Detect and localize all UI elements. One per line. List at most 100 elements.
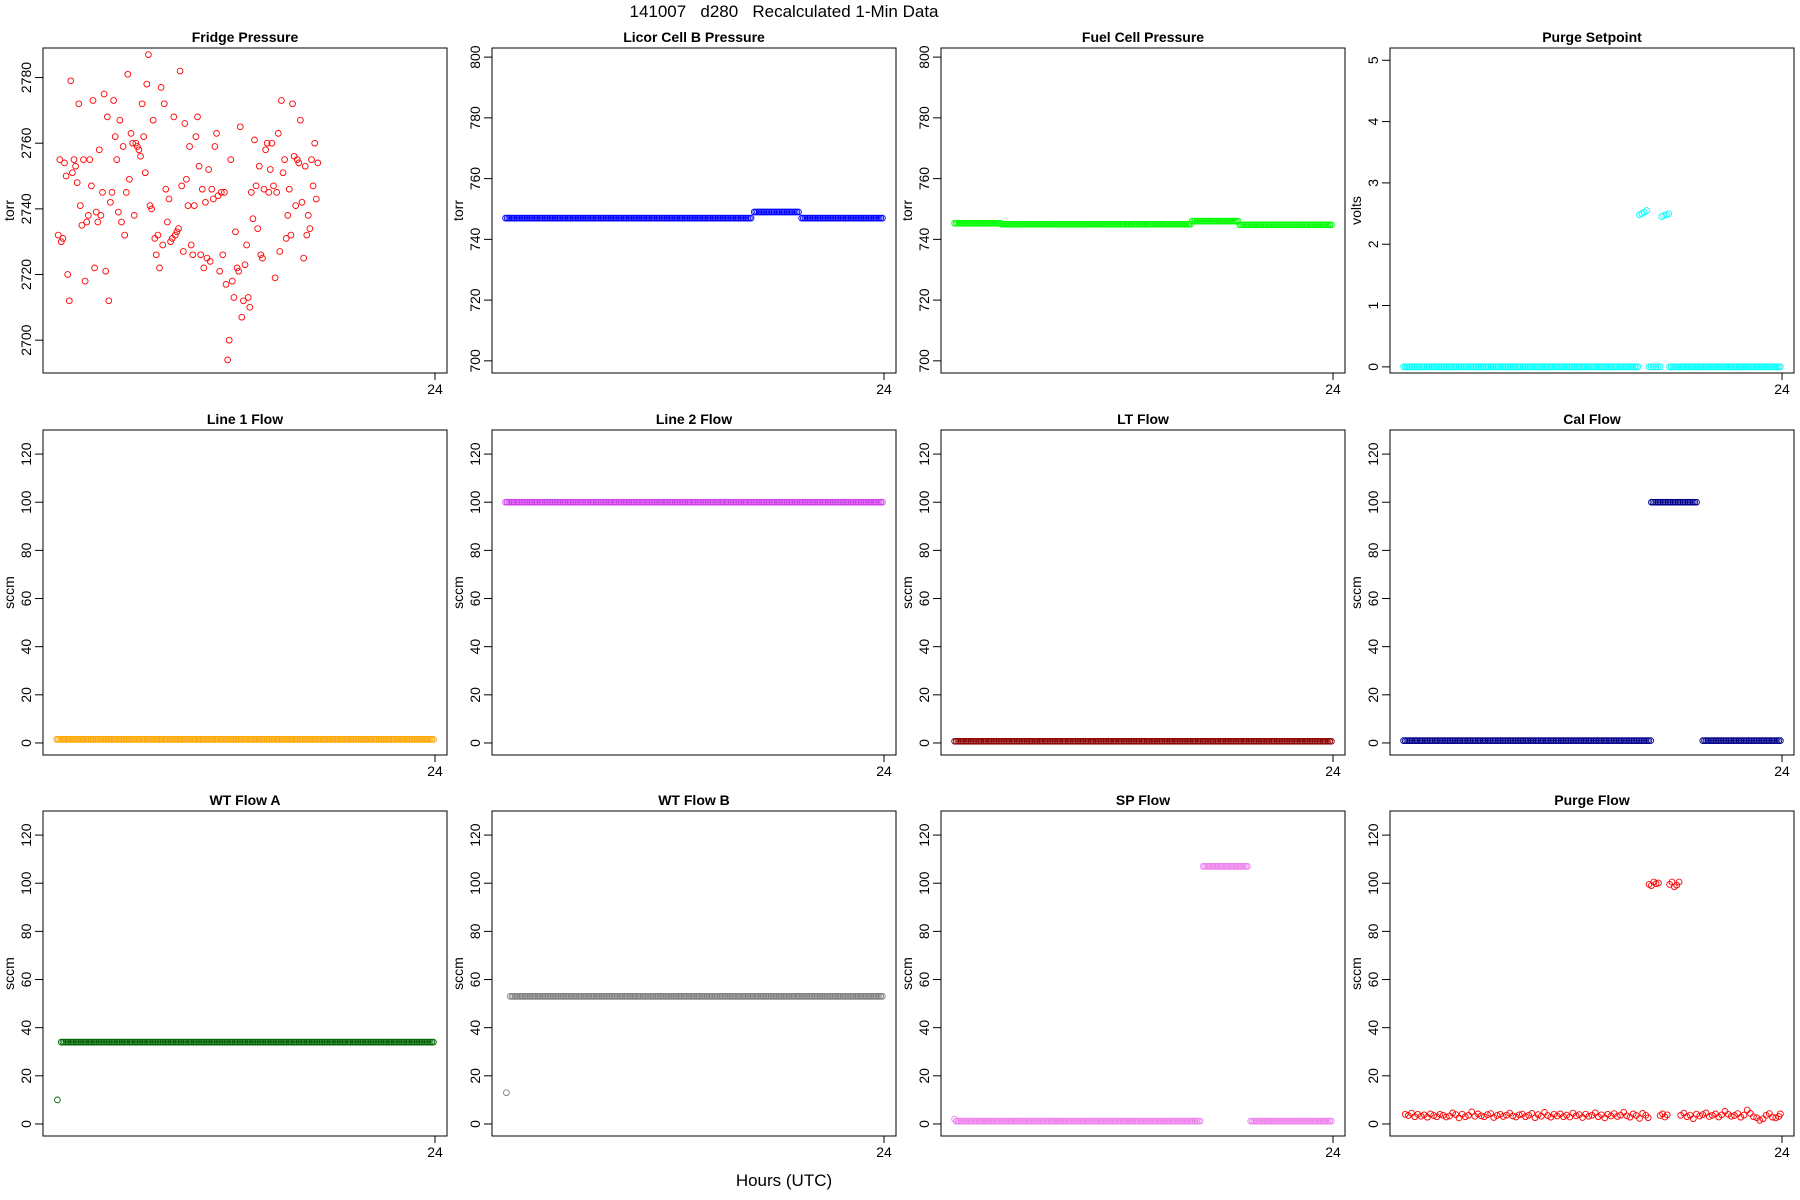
data-point	[78, 221, 86, 229]
panel-line-1-flow: Line 1 Flow 0 20 40 60 80 100 120 sccm 24	[1, 411, 448, 779]
data-point	[803, 214, 810, 222]
data-point	[1267, 221, 1275, 229]
panel-title: WT Flow B	[658, 792, 730, 808]
y-tick-label: 0	[1365, 739, 1381, 747]
data-point	[99, 189, 106, 196]
data-point	[151, 736, 159, 743]
data-points	[53, 736, 437, 743]
data-point	[1162, 1117, 1169, 1125]
data-point	[1116, 220, 1123, 228]
data-point	[1675, 878, 1683, 886]
data-point	[956, 1117, 963, 1125]
data-point	[71, 1038, 78, 1046]
data-point	[636, 993, 644, 1000]
data-point	[1482, 363, 1490, 371]
data-point	[1650, 363, 1657, 371]
data-point	[770, 498, 778, 506]
data-point	[82, 1038, 90, 1046]
data-point	[964, 1117, 971, 1125]
data-point	[569, 993, 576, 1000]
data-point	[421, 1038, 429, 1046]
data-point	[609, 498, 616, 506]
data-point	[108, 1038, 116, 1046]
y-tick-label: 2	[1365, 240, 1381, 248]
data-point	[1663, 498, 1670, 506]
data-point	[547, 993, 555, 1000]
data-point	[510, 498, 518, 506]
data-point	[316, 1038, 324, 1046]
data-point	[384, 1038, 391, 1046]
data-point	[1455, 1114, 1463, 1122]
data-point	[818, 498, 825, 506]
y-tick-label: 760	[467, 167, 483, 191]
data-point	[1318, 1117, 1325, 1125]
data-point	[57, 1038, 65, 1046]
y-tick-label: 780	[467, 106, 483, 130]
data-point	[1287, 221, 1294, 229]
data-point	[1773, 363, 1781, 371]
data-point	[688, 498, 695, 506]
panel-title: WT Flow A	[209, 792, 280, 808]
data-point	[263, 139, 271, 147]
data-point	[72, 162, 79, 170]
data-point	[824, 498, 832, 506]
data-point	[772, 208, 779, 216]
data-point	[278, 97, 285, 104]
data-point	[1255, 737, 1263, 745]
data-point	[757, 208, 765, 216]
data-point	[1025, 737, 1032, 745]
data-point	[536, 993, 544, 1000]
data-point	[852, 214, 860, 222]
data-point	[1281, 737, 1289, 745]
data-point	[1263, 737, 1271, 745]
data-point	[290, 152, 298, 160]
data-point	[1740, 1111, 1748, 1119]
data-point	[540, 498, 547, 506]
data-point	[1521, 737, 1528, 744]
data-point	[61, 736, 69, 743]
data-point	[357, 736, 365, 743]
data-point	[665, 993, 673, 1000]
data-point	[255, 162, 263, 170]
data-point	[79, 1038, 86, 1046]
data-point	[1665, 210, 1673, 217]
data-point	[1709, 737, 1717, 744]
data-point	[308, 156, 315, 163]
data-point	[1446, 737, 1454, 744]
data-point	[649, 993, 657, 1000]
data-point	[420, 736, 427, 743]
data-point	[300, 1038, 308, 1046]
data-point	[1770, 363, 1778, 371]
data-point	[188, 736, 195, 743]
data-point	[249, 1038, 257, 1046]
data-point	[1444, 363, 1451, 371]
data-point	[1158, 737, 1166, 745]
data-point	[699, 214, 707, 222]
data-point	[1249, 737, 1256, 745]
data-point	[1058, 737, 1065, 745]
data-point	[86, 156, 94, 163]
data-point	[141, 1038, 149, 1046]
data-point	[233, 1038, 241, 1046]
y-tick-label: 80	[1365, 923, 1381, 939]
data-point	[1252, 737, 1260, 745]
data-point	[737, 214, 745, 222]
data-point	[314, 159, 322, 167]
data-point	[330, 1038, 337, 1046]
data-point	[648, 498, 656, 506]
data-point	[194, 113, 201, 121]
data-point	[1518, 363, 1525, 371]
data-point	[1086, 737, 1093, 745]
data-point	[760, 498, 768, 506]
data-point	[1602, 737, 1610, 744]
data-point	[774, 993, 781, 1000]
data-point	[684, 498, 692, 506]
data-point	[1115, 737, 1123, 745]
data-point	[1000, 1117, 1007, 1125]
data-point	[741, 993, 749, 1000]
data-point	[149, 116, 157, 124]
data-point	[1217, 863, 1225, 870]
data-point	[1630, 737, 1638, 744]
data-point	[1550, 1110, 1558, 1118]
data-point	[1484, 363, 1492, 371]
